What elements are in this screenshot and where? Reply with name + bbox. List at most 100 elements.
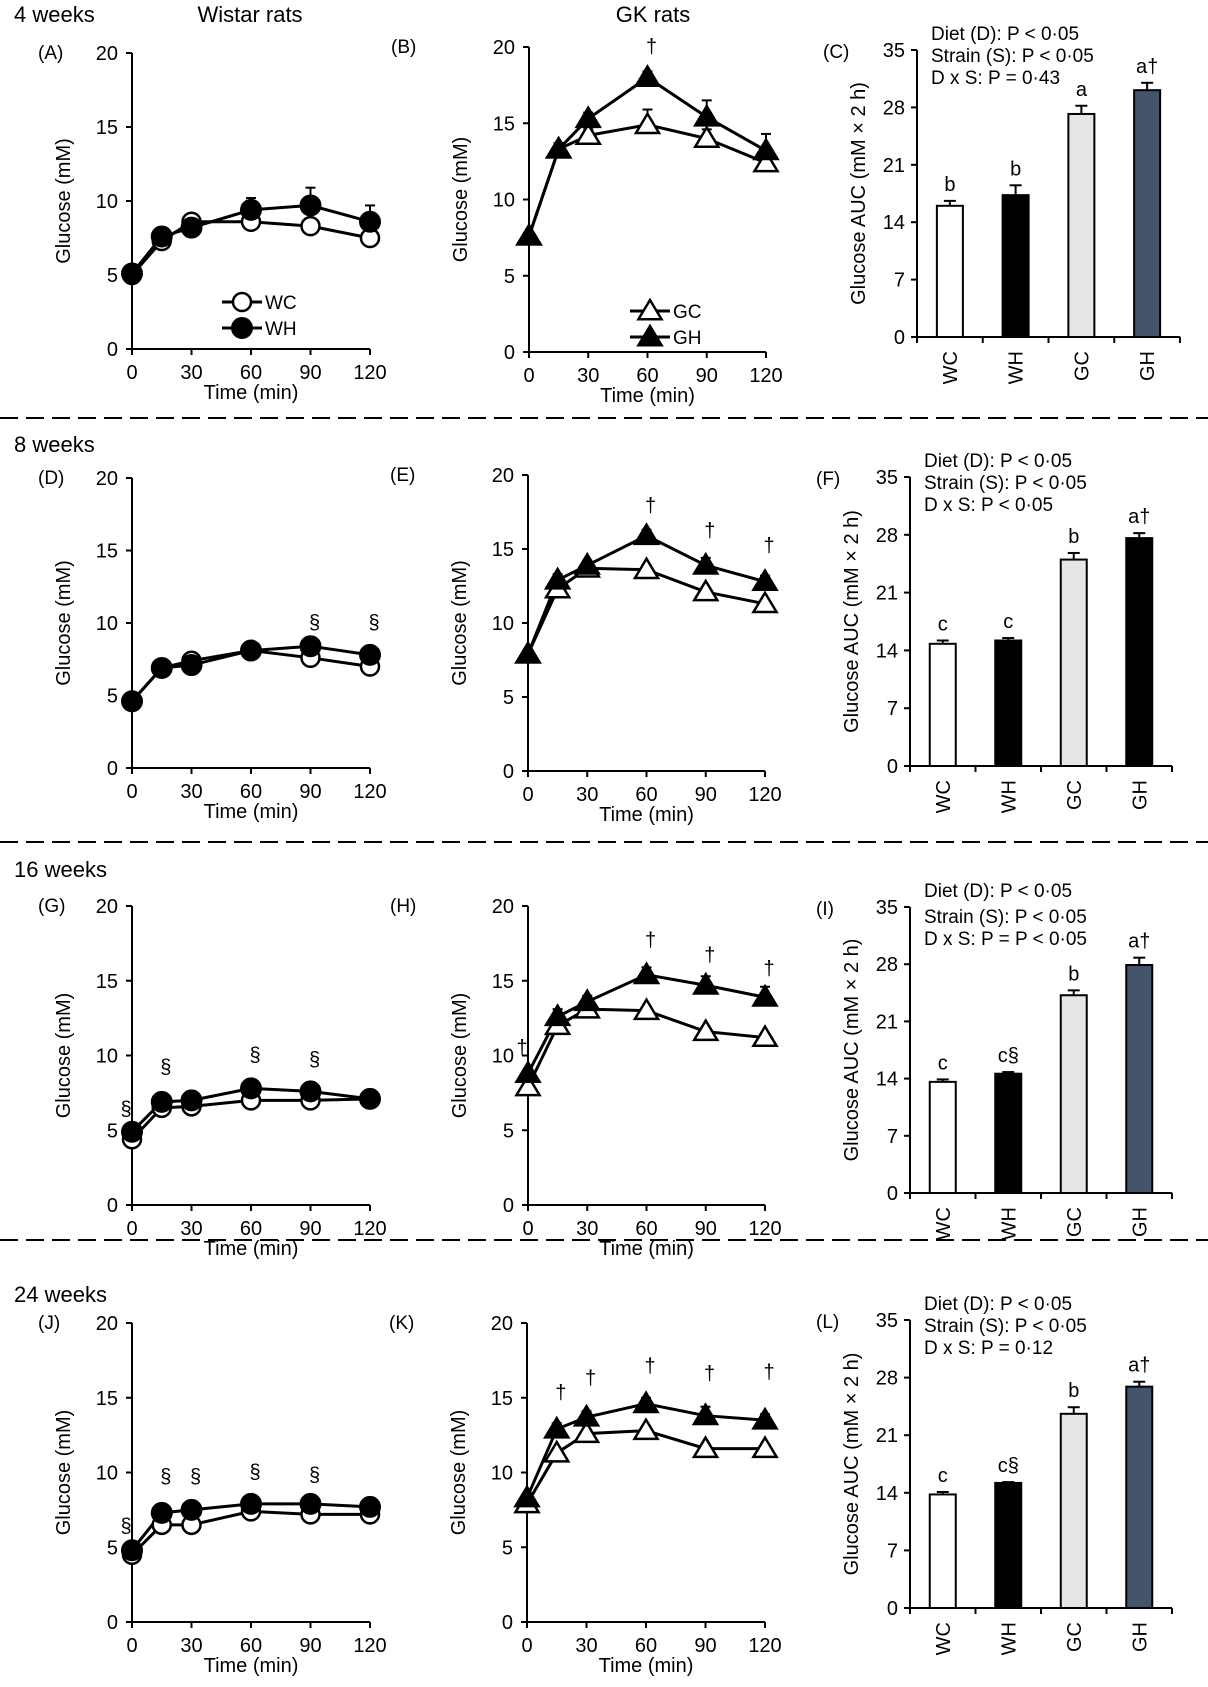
bar-letter: a†: [1136, 56, 1158, 78]
bar-letter: a†: [1128, 931, 1150, 953]
y-tick-label: 14: [876, 1069, 898, 1091]
y-axis-label: Glucose (mM): [449, 560, 471, 686]
y-tick-label: 28: [876, 1368, 898, 1390]
significance-mark: †: [516, 1037, 527, 1059]
significance-mark: †: [644, 1355, 655, 1377]
data-point-GH: [752, 137, 780, 161]
panel-label: (F): [816, 469, 840, 490]
bar-GC: [1059, 994, 1088, 1194]
data-point-GH: [544, 135, 573, 159]
x-tick-label: GH: [1137, 351, 1159, 381]
y-tick-label: 28: [883, 97, 905, 119]
data-point-GC: [692, 125, 721, 148]
y-tick-label: 20: [96, 896, 118, 918]
bar-letter: c: [938, 613, 948, 635]
x-tick-label: 30: [180, 1635, 202, 1657]
data-point-GH: [691, 551, 720, 575]
x-tick-label: 120: [353, 362, 386, 384]
y-tick-label: 28: [876, 954, 898, 976]
significance-mark: †: [704, 1363, 715, 1385]
data-point-GC: [752, 149, 780, 173]
x-tick-label: 60: [240, 781, 262, 803]
y-tick-label: 35: [883, 40, 905, 62]
data-point-GH: [574, 105, 603, 129]
bar-GC: [1059, 558, 1088, 767]
data-point-GH: [514, 1060, 542, 1083]
panel-label: (C): [823, 42, 849, 63]
bar-GH: [1125, 964, 1154, 1195]
x-tick-label: 60: [240, 362, 262, 384]
y-tick-label: 35: [876, 897, 898, 919]
data-point-GC: [633, 111, 662, 135]
y-tick-label: 0: [107, 758, 118, 780]
panel-wistar-3: 0 5 10 15 20 0 30 60 90 120 Time (min) Glucose (mM)…: [38, 1313, 387, 1677]
significance-mark: †: [585, 1367, 596, 1389]
y-tick-label: 15: [492, 539, 514, 561]
bar-letter: c: [1003, 611, 1013, 633]
data-point-WH: [359, 1087, 381, 1110]
x-tick-label: 120: [748, 1218, 781, 1240]
bar-letter: b: [944, 174, 955, 196]
y-tick-label: 35: [876, 467, 898, 489]
x-tick-label: 0: [126, 362, 137, 384]
data-point-GH: [543, 1003, 572, 1027]
significance-mark: §: [368, 612, 379, 634]
data-point-WH: [359, 1495, 381, 1518]
x-tick-label: 90: [696, 365, 718, 387]
y-tick-label: 14: [876, 640, 898, 662]
bar-letter: c§: [998, 1455, 1019, 1477]
x-tick-label: 0: [126, 1635, 137, 1657]
y-tick-label: 5: [107, 1537, 118, 1559]
x-tick-label: WC: [933, 1622, 955, 1655]
y-tick-label: 21: [883, 155, 905, 177]
data-point-GH: [542, 1415, 571, 1439]
panel-label: (A): [38, 43, 63, 64]
significance-mark: §: [249, 1044, 260, 1066]
y-tick-label: 7: [887, 1540, 898, 1562]
y-tick-label: 5: [503, 1120, 514, 1142]
y-axis-label: Glucose (mM): [53, 993, 75, 1119]
panel-bar-3: 0 7 14 21 28 35 Glucose AUC (mM × 2 h)(L) c WC c§…: [816, 1294, 1173, 1655]
y-tick-label: 0: [504, 342, 515, 364]
x-tick-label: 0: [522, 1218, 533, 1240]
y-tick-label: 0: [107, 339, 118, 361]
x-tick-label: 90: [695, 784, 717, 806]
panel-wistar-0: 0 5 10 15 20 0 30 60 90 120 Time (min) Glucose (mM)…: [38, 43, 387, 404]
y-axis-label: Glucose (mM): [53, 1410, 75, 1536]
data-point-WH: [121, 1539, 143, 1562]
y-tick-label: 7: [887, 698, 898, 720]
bar-letter: a†: [1128, 506, 1150, 528]
x-tick-label: 90: [695, 1218, 717, 1240]
data-point-WH: [180, 654, 203, 677]
x-tick-label: 30: [576, 784, 598, 806]
bar-GC: [1059, 1412, 1088, 1609]
y-tick-label: 0: [894, 327, 905, 349]
x-tick-label: WC: [933, 780, 955, 813]
y-tick-label: 14: [883, 212, 905, 234]
data-point-GC: [691, 578, 720, 602]
bar-WH: [994, 1481, 1023, 1609]
data-point-GC: [514, 1073, 542, 1097]
x-tick-label: 60: [240, 1635, 262, 1657]
bar-letter: c: [938, 1052, 948, 1074]
data-point-GC: [751, 590, 779, 614]
significance-mark: §: [309, 1464, 320, 1486]
significance-mark: †: [763, 1361, 774, 1383]
data-point-GH: [751, 983, 779, 1007]
x-tick-label: 90: [694, 1635, 716, 1657]
y-tick-label: 5: [503, 687, 514, 709]
series-line-GH: [525, 1402, 766, 1499]
x-tick-label: 0: [126, 1218, 137, 1240]
data-point-GH: [632, 1390, 660, 1414]
y-tick-label: 7: [887, 1126, 898, 1148]
x-tick-label: GH: [1129, 1622, 1151, 1652]
y-tick-label: 10: [492, 1046, 514, 1068]
y-tick-label: 0: [887, 1183, 898, 1205]
stats-annotation: Diet (D): P < 0·05: [931, 24, 1079, 45]
y-tick-label: 28: [876, 525, 898, 547]
data-point-GC: [572, 1420, 601, 1444]
significance-mark: †: [646, 36, 657, 58]
y-tick-label: 21: [876, 583, 898, 605]
x-tick-label: 120: [353, 1218, 386, 1240]
y-tick-label: 20: [492, 896, 514, 918]
